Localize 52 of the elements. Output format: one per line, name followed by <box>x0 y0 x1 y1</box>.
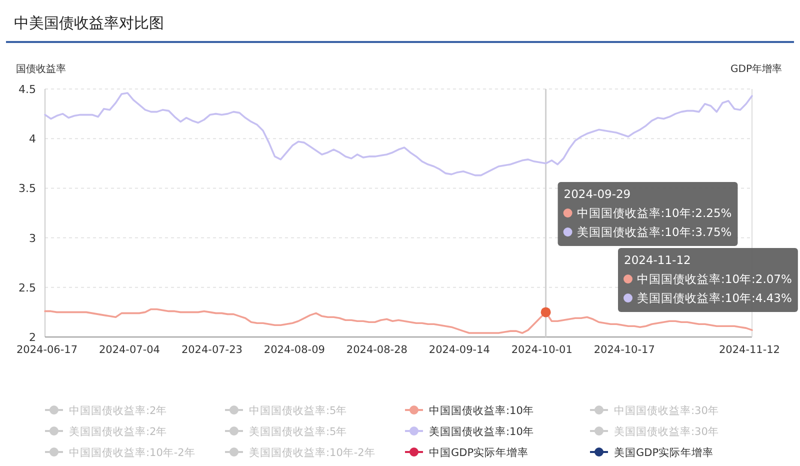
legend-item: 美国国债收益率:10年 <box>405 426 534 438</box>
legend-item: 美国GDP实际年增率 <box>590 447 714 459</box>
legend-label: 中国国债收益率:2年 <box>69 404 168 417</box>
annotation: 2024-09-29 <box>564 187 631 201</box>
x-tick-label: 2024-08-09 <box>264 344 325 356</box>
y-tick-label: 4 <box>29 132 36 146</box>
annotation: 中国国债收益率:10年:2.07% <box>637 272 792 286</box>
legend-label: 美国GDP实际年增率 <box>614 446 714 459</box>
line-series <box>44 92 753 176</box>
y-tick-label: 2 <box>29 331 36 344</box>
x-tick-label: 2024-09-14 <box>428 344 490 356</box>
y2-axis-title: GDP年增率 <box>730 63 782 75</box>
y-tick-label: 3 <box>29 232 36 245</box>
legend-label: 中国国债收益率:5年 <box>249 404 348 417</box>
annotation: 美国国债收益率:10年:4.43% <box>637 291 792 305</box>
legend-item: 中国国债收益率:10年-2年 <box>45 447 196 459</box>
legend-label: 中国GDP实际年增率 <box>429 446 529 459</box>
legend-label: 美国国债收益率:2年 <box>69 425 168 438</box>
x-tick-label: 2024-10-01 <box>511 344 572 356</box>
x-tick-label: 2024-06-17 <box>16 344 78 356</box>
legend-label: 美国国债收益率:30年 <box>614 425 719 438</box>
annotation: 中国国债收益率:10年:2.25% <box>576 206 732 220</box>
annotation: 美国国债收益率:10年:3.75% <box>576 225 732 239</box>
legend-label: 中国国债收益率:30年 <box>614 404 719 417</box>
line-series <box>44 307 753 334</box>
y-tick-label: 3.5 <box>18 182 36 196</box>
x-tick-label: 2024-11-12 <box>718 344 780 356</box>
legend-item: 中国GDP实际年增率 <box>405 447 529 459</box>
x-tick-label: 2024-07-04 <box>98 344 160 356</box>
legend-item: 美国国债收益率:5年 <box>225 426 348 438</box>
legend-label: 美国国债收益率:5年 <box>249 425 348 438</box>
chart-title: 中美国债收益率对比图 <box>14 14 164 32</box>
x-tick-label: 2024-10-17 <box>594 344 655 356</box>
y-axis-title: 国债收益率 <box>16 63 66 75</box>
legend-item: 中国国债收益率:10年 <box>405 405 534 417</box>
legend-item: 美国国债收益率:30年 <box>590 426 719 438</box>
legend-item: 中国国债收益率:2年 <box>45 405 168 417</box>
legend-item: 美国国债收益率:10年-2年 <box>225 447 376 459</box>
legend-label: 中国国债收益率:10年-2年 <box>69 446 196 459</box>
legend-label: 美国国债收益率:10年 <box>429 425 534 438</box>
legend-label: 中国国债收益率:10年 <box>429 404 534 417</box>
legend-item: 美国国债收益率:2年 <box>45 426 168 438</box>
legend-item: 中国国债收益率:30年 <box>590 405 719 417</box>
legend-item: 中国国债收益率:5年 <box>225 405 348 417</box>
tooltip: 2024-11-12 中国国债收益率:10年:2.07% 美国国债收益率:10年:4.43% <box>618 248 798 312</box>
tooltip: 2024-09-29 中国国债收益率:10年:2.25% 美国国债收益率:10年:3.75% <box>558 182 738 246</box>
y-tick-label: 4.5 <box>18 83 36 96</box>
annotation: 2024-11-12 <box>624 253 691 267</box>
legend-label: 美国国债收益率:10年-2年 <box>249 446 376 459</box>
x-tick-label: 2024-07-23 <box>181 344 242 356</box>
x-tick-label: 2024-08-28 <box>346 344 408 356</box>
y-tick-label: 2.5 <box>18 281 36 294</box>
